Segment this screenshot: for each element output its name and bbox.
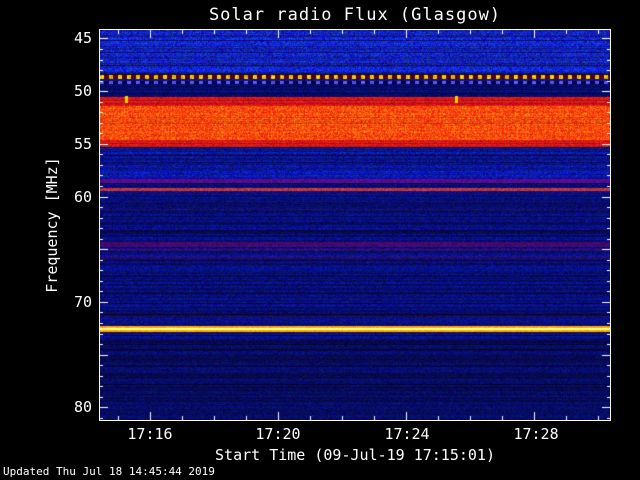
y-tick-label: 70 — [74, 293, 92, 311]
spectrogram-canvas — [100, 30, 610, 420]
x-tick-label: 17:24 — [384, 425, 429, 443]
x-tick-label: 17:16 — [127, 425, 172, 443]
plot-area — [99, 29, 611, 421]
updated-timestamp: Updated Thu Jul 18 14:45:44 2019 — [3, 465, 215, 478]
chart-title: Solar radio Flux (Glasgow) — [100, 5, 610, 25]
x-axis-label: Start Time (09-Jul-19 17:15:01) — [100, 446, 610, 464]
x-tick-label: 17:20 — [255, 425, 300, 443]
x-tick-label: 17:28 — [513, 425, 558, 443]
y-tick-label: 45 — [74, 29, 92, 47]
y-tick-label: 55 — [74, 135, 92, 153]
y-tick-label: 80 — [74, 398, 92, 416]
y-axis-label: Frequency [MHz] — [43, 157, 61, 292]
spectrogram-figure: Solar radio Flux (Glasgow) Frequency [MH… — [0, 0, 640, 480]
y-tick-label: 50 — [74, 82, 92, 100]
y-tick-label: 60 — [74, 188, 92, 206]
